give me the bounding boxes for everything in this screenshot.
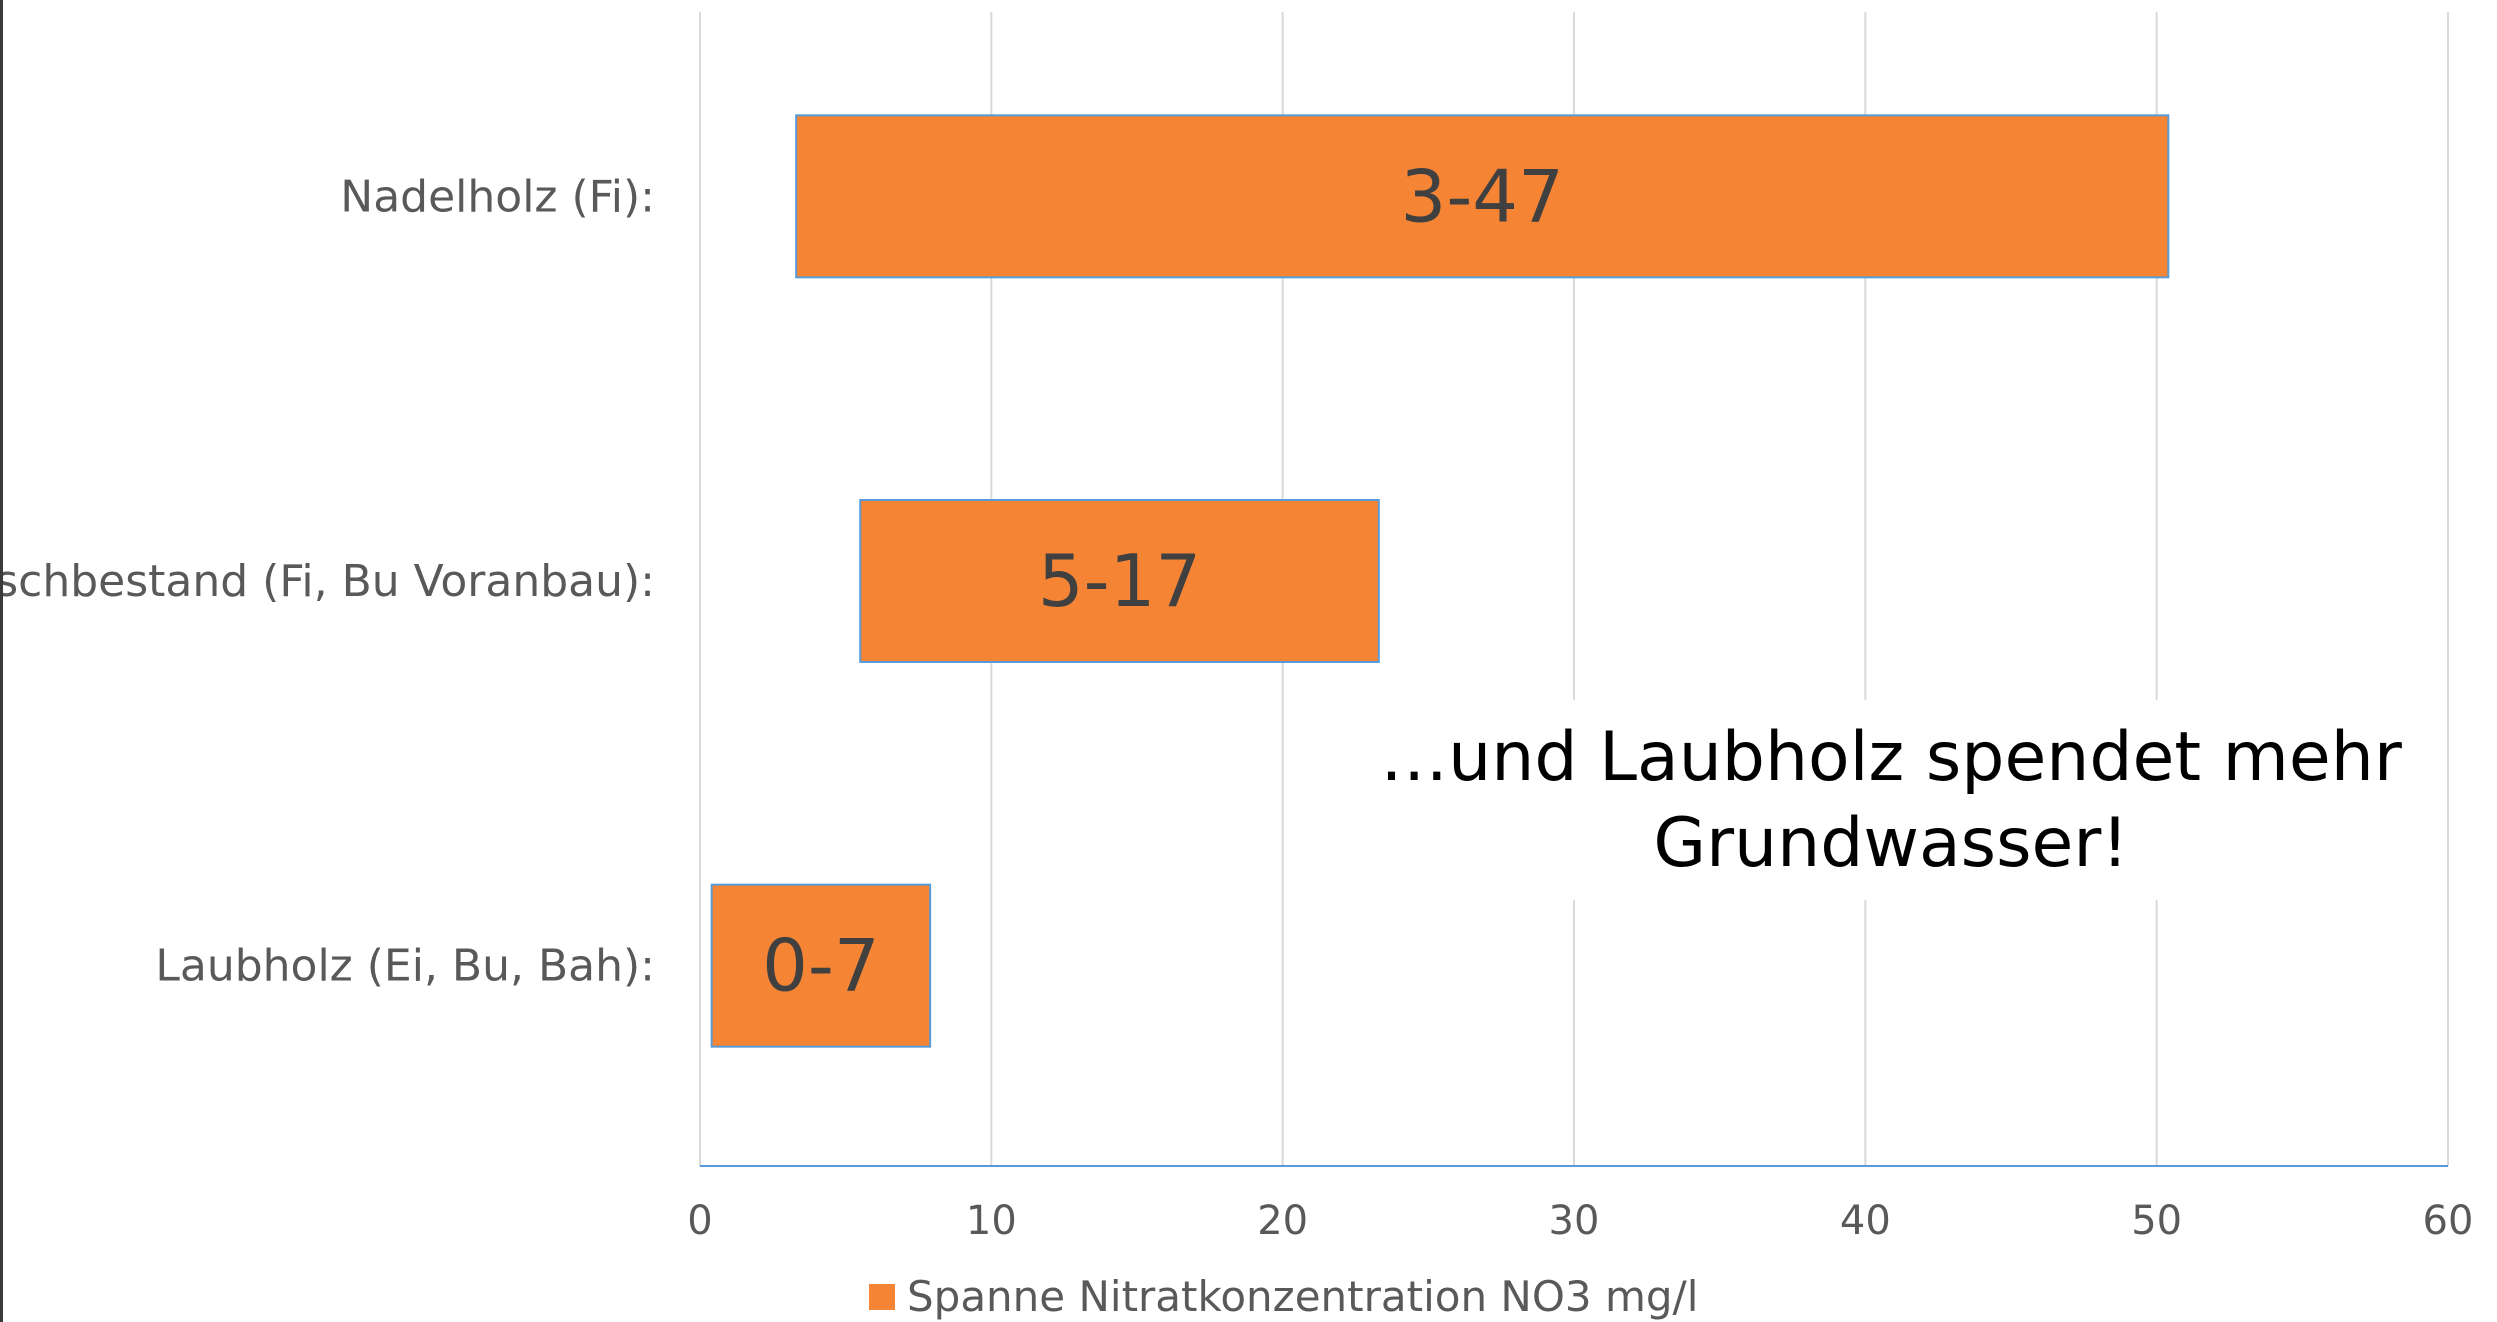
x-tick-label: 0 xyxy=(687,1198,712,1244)
x-tick-label: 30 xyxy=(1549,1198,1600,1244)
bar xyxy=(710,883,932,1048)
category-label: Nadelholz (Fi): xyxy=(340,171,655,222)
x-tick-label: 10 xyxy=(966,1198,1017,1244)
x-tick-label: 50 xyxy=(2131,1198,2182,1244)
bar xyxy=(795,114,2170,279)
bar-data-label: 5-17 xyxy=(1038,539,1201,623)
annotation-box: …und Laubholz spendet mehr Grundwasser! xyxy=(1380,700,2402,900)
x-tick-label: 60 xyxy=(2423,1198,2474,1244)
category-label: Laubholz (Ei, Bu, Bah): xyxy=(155,941,655,992)
x-tick-label: 20 xyxy=(1257,1198,1308,1244)
legend-label: Spanne Nitratkonzentration NO3 mg/l xyxy=(907,1272,1698,1321)
annotation-line-1: …und Laubholz spendet mehr xyxy=(1380,718,2402,797)
annotation-line-2: Grundwasser! xyxy=(1653,804,2128,883)
bars: 3-47 5-17 0-7 xyxy=(710,114,2170,1048)
category-label: Mischbestand (Fi, Bu Voranbau): xyxy=(3,556,655,607)
legend: Spanne Nitratkonzentration NO3 mg/l xyxy=(869,1272,1698,1321)
legend-swatch xyxy=(869,1284,895,1310)
bar-data-label: 0-7 xyxy=(762,924,880,1008)
category-labels: Nadelholz (Fi): Mischbestand (Fi, Bu Vora… xyxy=(3,171,655,991)
bar-data-label: 3-47 xyxy=(1401,154,1564,238)
x-tick-label: 40 xyxy=(1840,1198,1891,1244)
annotation-background xyxy=(1428,700,2368,900)
bar xyxy=(859,499,1380,663)
x-axis-ticks: 0 10 20 30 40 50 60 xyxy=(687,1198,2473,1244)
range-bar-chart: 3-47 5-17 0-7 …und Laubholz spendet mehr G… xyxy=(3,12,2473,1321)
